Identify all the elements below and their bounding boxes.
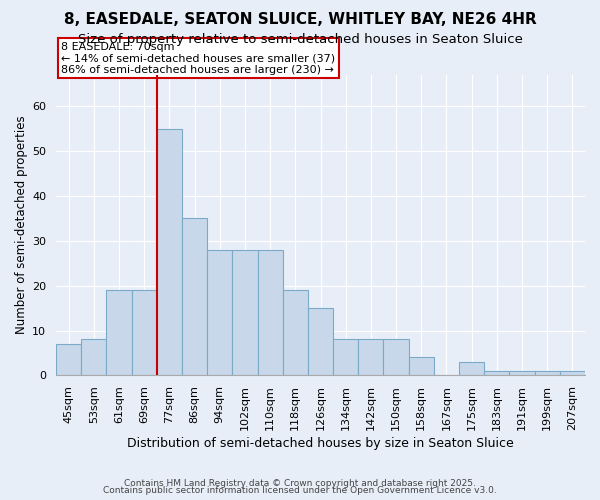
Bar [535, 371, 560, 376]
Bar [106, 290, 131, 376]
Bar [333, 340, 358, 376]
Text: 8 EASEDALE: 70sqm
← 14% of semi-detached houses are smaller (37)
86% of semi-det: 8 EASEDALE: 70sqm ← 14% of semi-detached… [61, 42, 335, 75]
Bar [56, 344, 81, 376]
Bar [157, 129, 182, 376]
Bar [283, 290, 308, 376]
Bar [257, 250, 283, 376]
Text: Contains HM Land Registry data © Crown copyright and database right 2025.: Contains HM Land Registry data © Crown c… [124, 478, 476, 488]
Text: Size of property relative to semi-detached houses in Seaton Sluice: Size of property relative to semi-detach… [77, 32, 523, 46]
Bar [560, 371, 585, 376]
Text: 8, EASEDALE, SEATON SLUICE, WHITLEY BAY, NE26 4HR: 8, EASEDALE, SEATON SLUICE, WHITLEY BAY,… [64, 12, 536, 28]
Bar [81, 340, 106, 376]
Bar [358, 340, 383, 376]
Bar [459, 362, 484, 376]
Bar [308, 308, 333, 376]
Bar [232, 250, 257, 376]
Bar [383, 340, 409, 376]
Bar [484, 371, 509, 376]
Bar [131, 290, 157, 376]
Bar [409, 358, 434, 376]
Bar [182, 218, 207, 376]
Bar [207, 250, 232, 376]
X-axis label: Distribution of semi-detached houses by size in Seaton Sluice: Distribution of semi-detached houses by … [127, 437, 514, 450]
Y-axis label: Number of semi-detached properties: Number of semi-detached properties [15, 116, 28, 334]
Text: Contains public sector information licensed under the Open Government Licence v3: Contains public sector information licen… [103, 486, 497, 495]
Bar [509, 371, 535, 376]
